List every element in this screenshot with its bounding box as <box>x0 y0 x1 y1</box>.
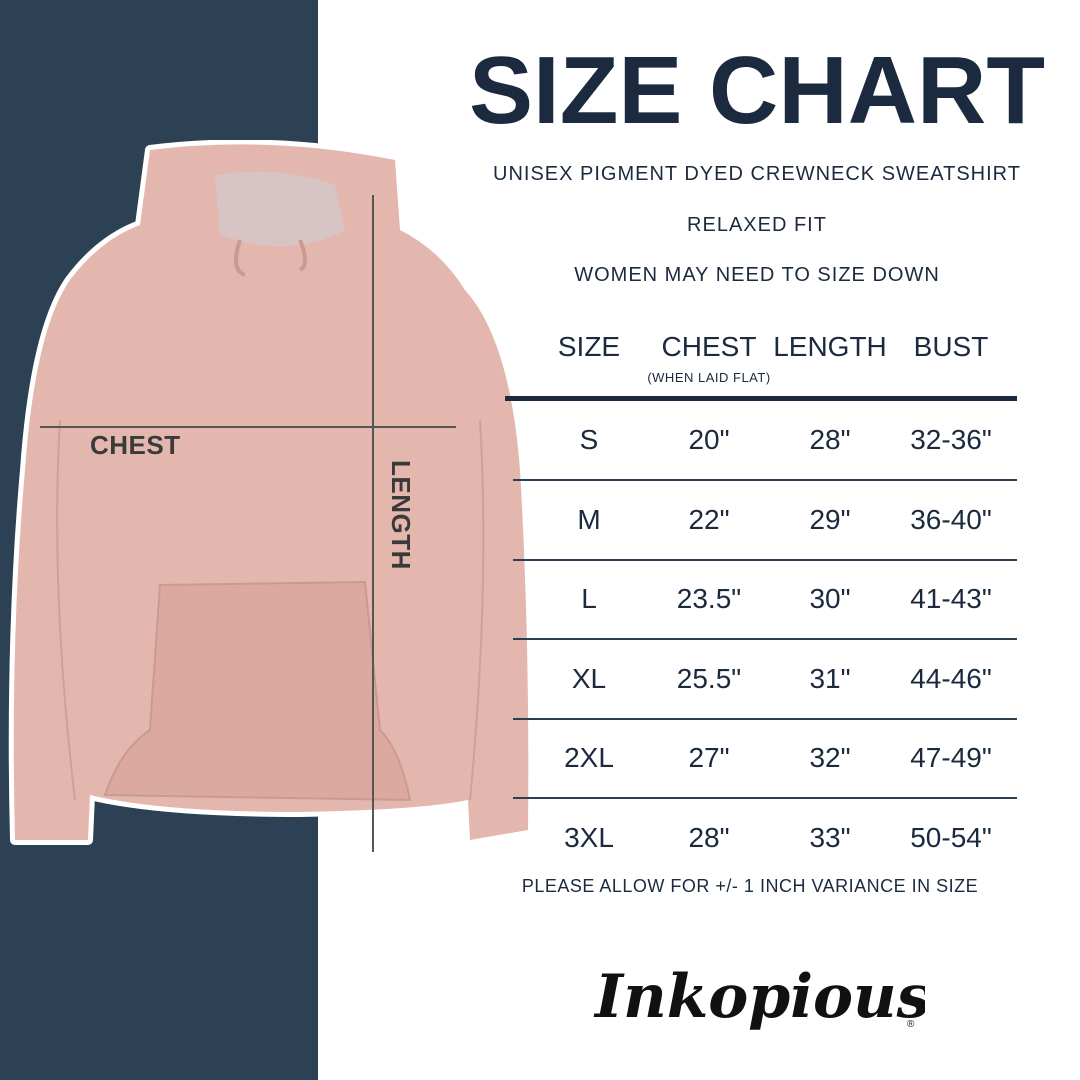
cell-bust: 47-49" <box>910 742 992 773</box>
cell-length: 30" <box>809 583 851 614</box>
chest-note: (WHEN LAID FLAT) <box>647 370 771 385</box>
cell-bust: 32-36" <box>910 424 992 455</box>
cell-chest: 22" <box>688 503 730 535</box>
cell-bust: 44-46" <box>910 662 992 694</box>
cell-size: L <box>581 583 597 614</box>
table-row: 2XL 27" 32" 47-49" <box>505 719 1017 799</box>
cell-length: 28" <box>809 424 851 455</box>
cell-bust: 50-54" <box>910 821 992 853</box>
cell-length: 31" <box>809 662 851 694</box>
length-measure-label: LENGTH <box>386 460 417 570</box>
header-bust: BUST <box>913 331 989 362</box>
cell-chest: 28" <box>688 821 730 853</box>
row-divider <box>513 638 1017 640</box>
table-row: M 22" 29" 36-40" <box>505 481 1017 561</box>
header-chest: CHEST <box>661 331 757 362</box>
row-divider <box>513 479 1017 481</box>
cell-chest: 23.5" <box>676 583 742 614</box>
product-subtitle: UNISEX PIGMENT DYED CREWNECK SWEATSHIRT <box>493 163 1021 185</box>
cell-size: S <box>579 424 599 455</box>
cell-length: 33" <box>809 821 851 853</box>
cell-size: XL <box>571 662 607 694</box>
cell-bust: 41-43" <box>910 583 992 614</box>
chest-measure-label: CHEST <box>90 430 181 460</box>
cell-chest: 25.5" <box>676 662 742 694</box>
cell-length: 29" <box>809 503 851 535</box>
header-divider <box>505 396 1017 401</box>
hoodie-image <box>8 140 534 852</box>
brand-logo: Inkopious ® <box>593 962 925 1032</box>
table-row: 3XL 28" 33" 50-54" <box>505 799 1017 879</box>
variance-note: PLEASE ALLOW FOR +/- 1 INCH VARIANCE IN … <box>521 876 979 896</box>
row-divider <box>513 558 1017 561</box>
page-title: SIZE CHART <box>469 37 1045 144</box>
cell-size: 2XL <box>564 742 614 773</box>
header-size: SIZE <box>557 331 621 362</box>
row-divider <box>513 797 1017 799</box>
brand-name: Inkopious <box>593 962 925 1032</box>
cell-size: M <box>577 503 601 535</box>
table-row: XL 25.5" 31" 44-46" <box>505 640 1017 720</box>
cell-size: 3XL <box>564 821 614 853</box>
cell-length: 32" <box>809 742 851 773</box>
table-row: L 23.5" 30" 41-43" <box>505 560 1017 640</box>
fit-label: RELAXED FIT <box>687 214 827 236</box>
sizing-advice: WOMEN MAY NEED TO SIZE DOWN <box>574 264 940 286</box>
cell-chest: 20" <box>688 424 730 455</box>
header-length: LENGTH <box>773 331 887 362</box>
registered-mark-icon: ® <box>907 1019 915 1030</box>
cell-chest: 27" <box>688 742 730 773</box>
cell-bust: 36-40" <box>910 503 992 535</box>
row-divider <box>513 717 1017 720</box>
table-row: S 20" 28" 32-36" <box>505 401 1017 481</box>
